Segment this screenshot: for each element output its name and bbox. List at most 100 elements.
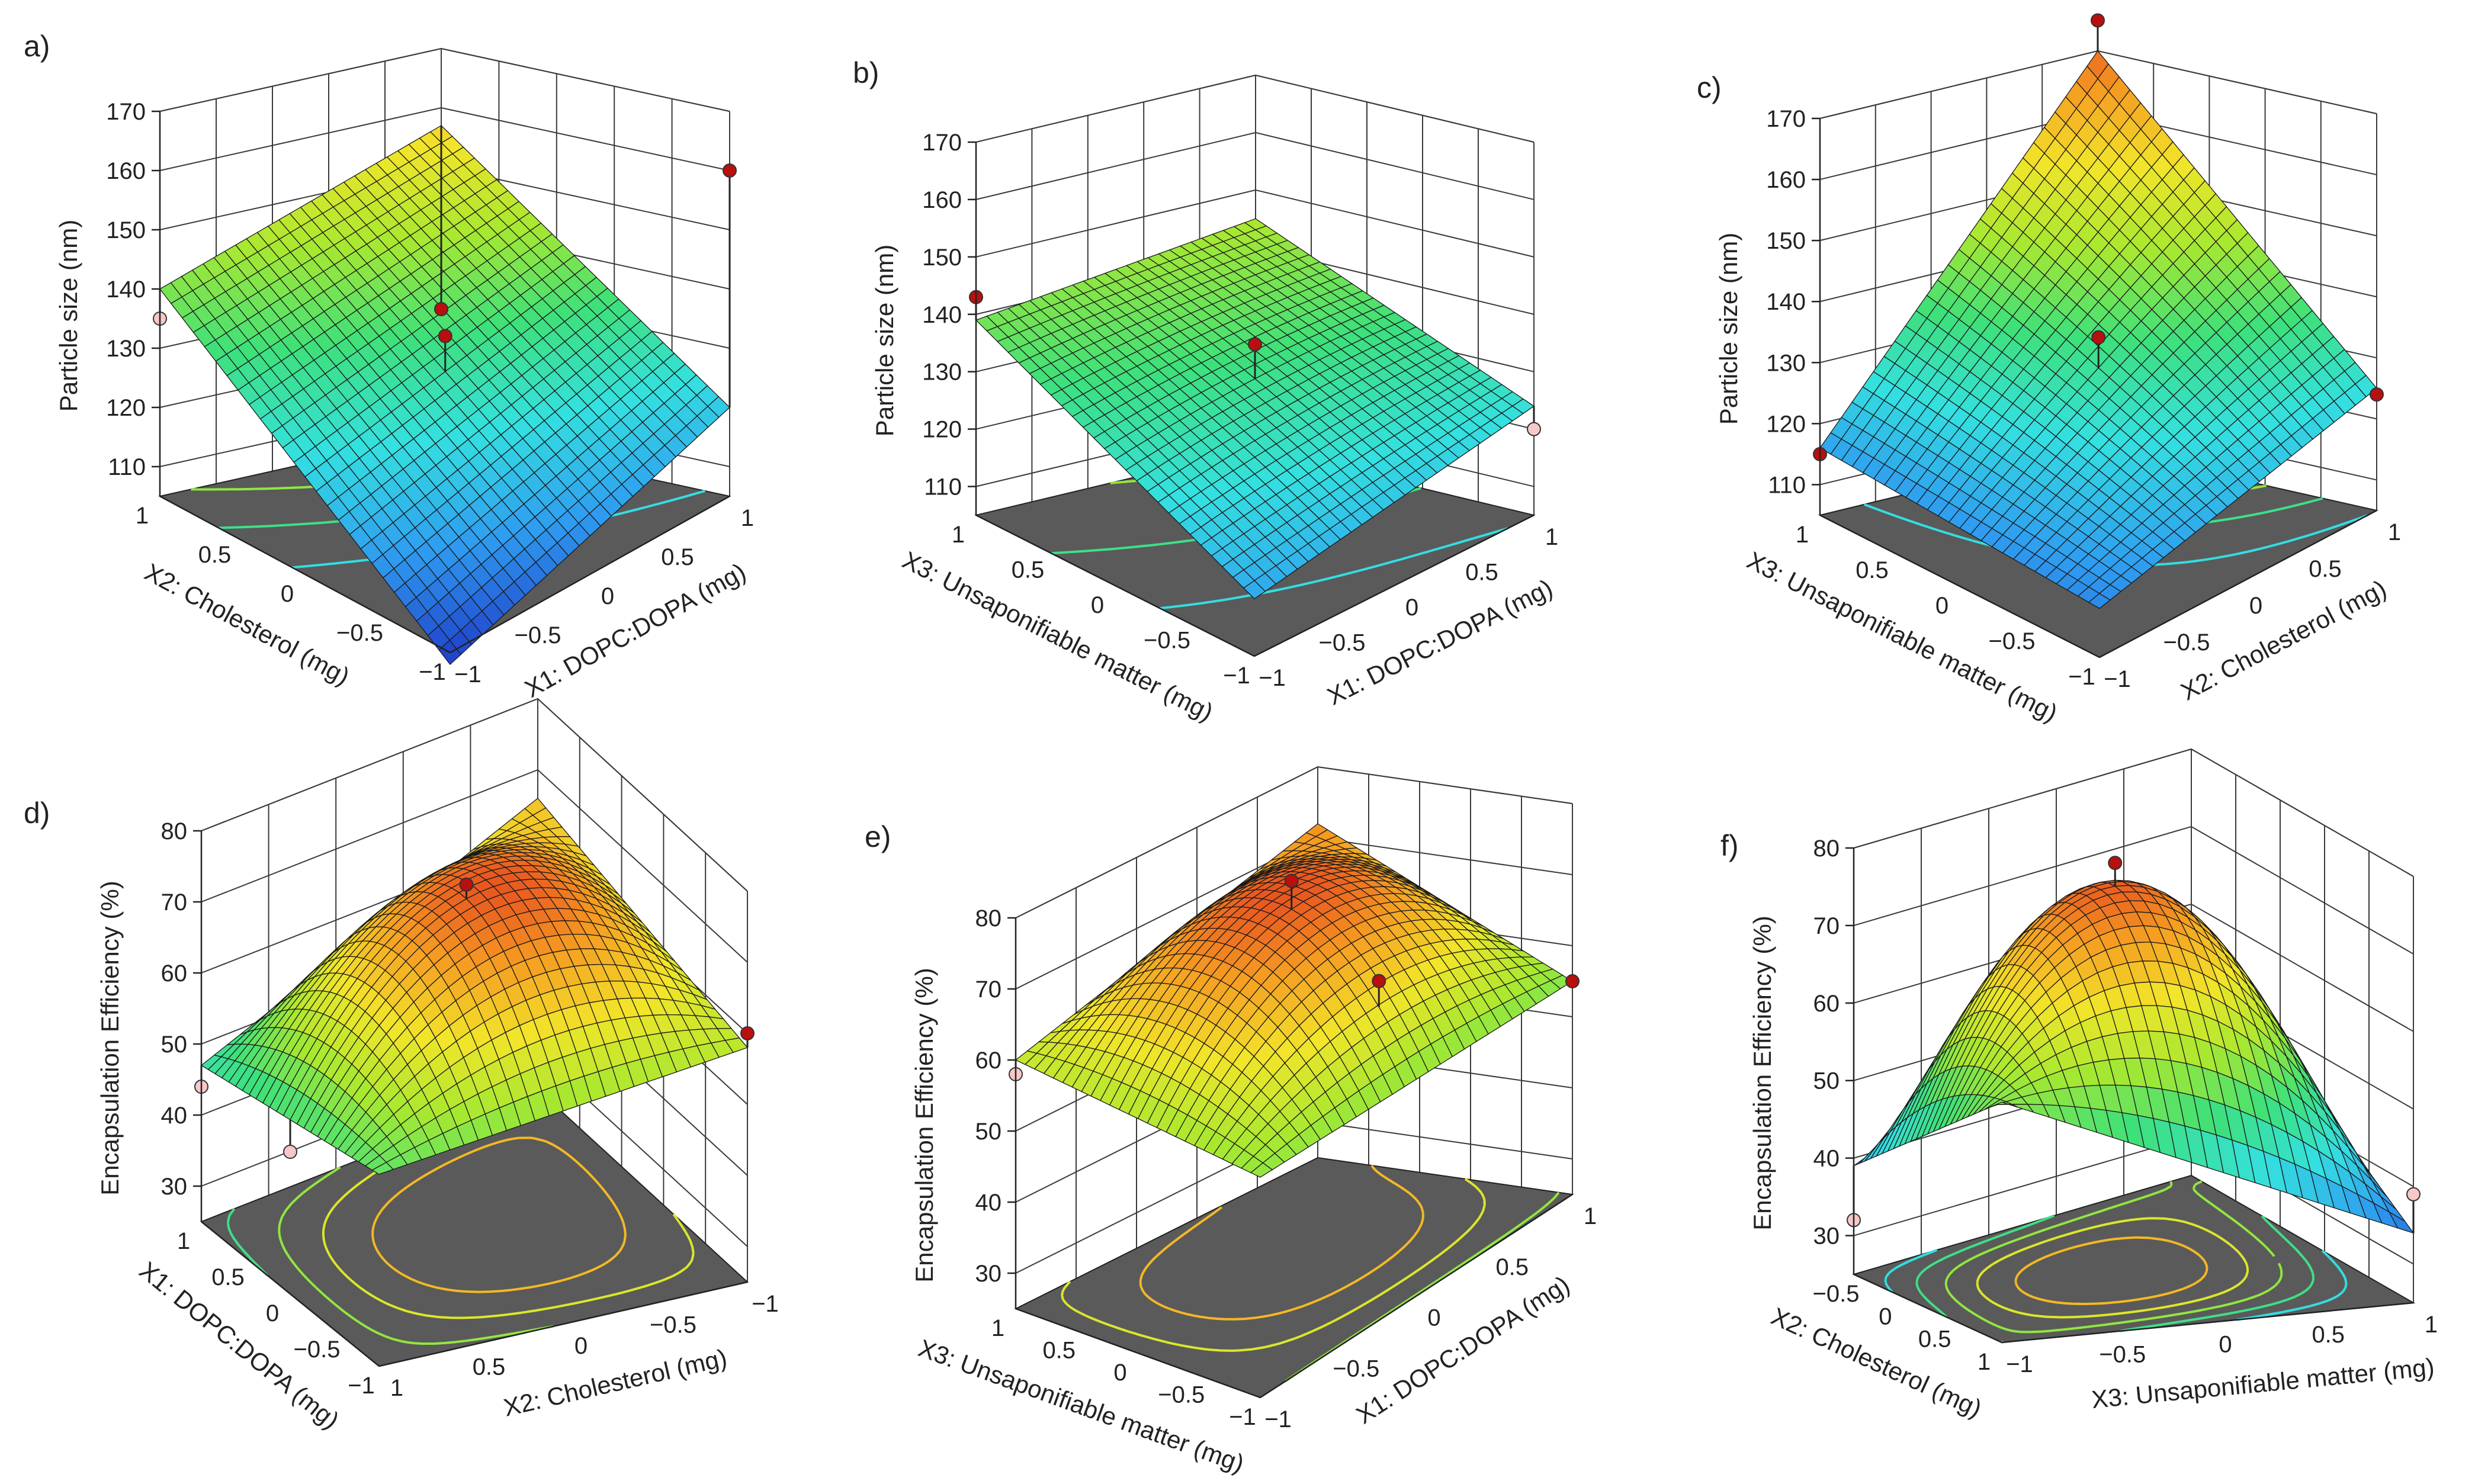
- right-axis-tick-label: 0.5: [1465, 560, 1498, 586]
- left-axis-tick-label: −0.5: [1144, 628, 1190, 654]
- z-tick-label: 160: [106, 158, 146, 184]
- surface-cell: [2088, 593, 2111, 609]
- contour-line: [1884, 1248, 2348, 1321]
- design-point: [2091, 13, 2105, 51]
- z-tick-label: 140: [922, 302, 962, 328]
- right-axis-tick-label: 0: [601, 583, 614, 609]
- right-axis-tick-label: 0.5: [1495, 1254, 1529, 1280]
- z-tick-label: 30: [975, 1261, 1002, 1287]
- right-axis-tick-label: 0: [2219, 1332, 2232, 1358]
- design-point-above: [1372, 974, 1386, 988]
- design-point: [434, 126, 448, 316]
- z-tick-label: 130: [1766, 350, 1806, 376]
- left-axis-tick-label: 0.5: [1856, 557, 1889, 583]
- panel-label: a): [24, 30, 50, 63]
- right-axis-tick-label: 0: [574, 1333, 588, 1359]
- right-axis-tick-label: −1: [2104, 666, 2131, 692]
- design-point: [740, 1026, 755, 1048]
- design-point-above: [2091, 330, 2106, 345]
- left-axis-line: [201, 1221, 380, 1367]
- response-surface: [975, 218, 1535, 599]
- z-tick-label: 80: [975, 905, 1002, 931]
- right-axis-label: X2: Cholesterol (mg): [501, 1344, 730, 1422]
- right-axis-tick-label: 1: [1545, 524, 1558, 550]
- right-axis-line: [450, 495, 730, 654]
- wall-top-edge: [975, 74, 1535, 143]
- z-tick-label: 110: [108, 454, 146, 480]
- left-axis-tick-label: 1: [1796, 522, 1809, 548]
- design-point: [1248, 337, 1262, 379]
- design-point-below: [283, 1145, 297, 1159]
- left-axis-tick-label: −1: [1229, 1404, 1256, 1430]
- floor-contours: [1884, 1180, 2348, 1344]
- design-point-above: [740, 1026, 755, 1040]
- design-point: [1527, 406, 1541, 436]
- left-axis-tick-label: 0: [281, 581, 294, 607]
- panel-f: 30 40 50 60 70 80 Encapsulation Efficiency (%)…: [1720, 748, 2438, 1422]
- left-axis-tick-label: 0.5: [1918, 1326, 1951, 1353]
- left-axis-line: [1819, 514, 2100, 659]
- left-axis-line: [1853, 1273, 2002, 1344]
- right-axis-tick-label: −0.5: [650, 1312, 696, 1338]
- design-point: [2108, 856, 2123, 886]
- left-axis-tick-label: −0.5: [1813, 1281, 1860, 1307]
- left-axis-tick-label: −0.5: [1989, 628, 2036, 654]
- wall-top-edge: [201, 698, 748, 892]
- left-axis-tick-label: 0: [1879, 1303, 1892, 1329]
- surface-cell: [1243, 580, 1266, 599]
- right-axis-tick-label: 1: [390, 1375, 403, 1401]
- z-axis-label: Encapsulation Efficiency (%): [96, 881, 124, 1195]
- z-axis-label: Particle size (nm): [871, 245, 898, 436]
- panel-label: c): [1697, 71, 1722, 104]
- design-point-above: [1248, 337, 1262, 352]
- right-axis-tick-label: −0.5: [1319, 630, 1366, 656]
- left-axis-tick-label: 1: [952, 522, 965, 548]
- floor-contours: [1061, 1165, 1560, 1383]
- contour-line: [2014, 1236, 2208, 1305]
- z-tick-label: 140: [1766, 289, 1806, 315]
- left-axis-tick-label: −1: [1223, 663, 1250, 689]
- left-axis-line: [975, 514, 1255, 657]
- right-axis-tick-label: 0.5: [661, 544, 694, 570]
- left-axis-tick-label: 0: [1113, 1360, 1126, 1386]
- z-axis-label: Particle size (nm): [1715, 233, 1742, 425]
- design-point-above: [1284, 873, 1299, 888]
- design-point: [438, 329, 452, 372]
- z-tick-label: 30: [1813, 1223, 1840, 1249]
- right-axis-tick-label: −1: [1259, 665, 1286, 691]
- response-surface: [1819, 50, 2377, 609]
- left-axis-tick-label: 1: [1978, 1349, 1991, 1375]
- z-tick-label: 60: [161, 961, 188, 987]
- right-axis-tick-label: −0.5: [2099, 1341, 2146, 1367]
- response-surface: [200, 798, 749, 1175]
- left-axis-tick-label: 1: [136, 503, 149, 529]
- design-point-above: [2091, 13, 2105, 28]
- design-point-above: [438, 329, 452, 343]
- right-axis-tick-label: −1: [1264, 1406, 1292, 1432]
- right-axis-tick-label: −1: [2006, 1351, 2033, 1377]
- panel-e: 30 40 50 60 70 80 Encapsulation Efficiency (%)…: [865, 766, 1597, 1477]
- right-axis-line: [2001, 1302, 2414, 1344]
- z-tick-label: 120: [922, 417, 962, 443]
- left-axis-tick-label: −1: [348, 1373, 375, 1399]
- right-axis-tick-label: −1: [752, 1291, 779, 1317]
- contour-line: [1139, 1165, 1424, 1321]
- left-axis-tick-label: 1: [177, 1228, 190, 1254]
- z-tick-label: 40: [975, 1190, 1002, 1216]
- left-axis-tick-label: 0.5: [211, 1264, 245, 1290]
- panel-label: d): [24, 796, 50, 830]
- right-axis-tick-label: −1: [454, 661, 481, 688]
- z-tick-label: 40: [1813, 1146, 1840, 1172]
- response-surface: [1015, 823, 1574, 1178]
- z-tick-label: 50: [161, 1032, 188, 1058]
- z-tick-label: 70: [161, 889, 188, 916]
- right-axis-line: [1260, 1193, 1573, 1399]
- contour-line: [371, 1136, 627, 1293]
- right-axis-tick-label: 1: [2388, 519, 2401, 545]
- right-axis-tick-label: 1: [1584, 1203, 1597, 1229]
- design-point-below: [2406, 1187, 2421, 1202]
- z-tick-label: 170: [1766, 106, 1806, 132]
- response-surface: [159, 125, 730, 665]
